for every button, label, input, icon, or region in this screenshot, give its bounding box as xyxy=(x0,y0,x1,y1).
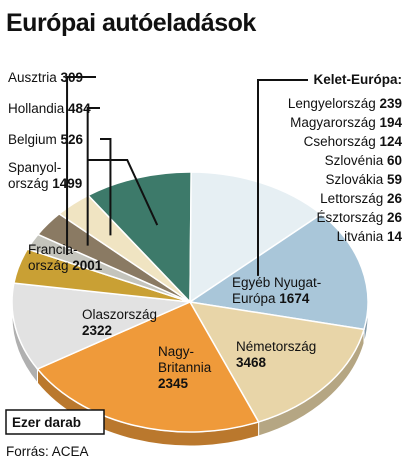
leader-kelet-europa xyxy=(257,79,308,276)
leader-spanyolorszag xyxy=(88,159,159,226)
pie-slice-spanyolorszag xyxy=(86,171,192,304)
east-europe-item-szlovenia: Szlovénia 60 xyxy=(325,153,402,168)
pie-slice-franciaorszag xyxy=(189,171,323,304)
pie-slice-olaszorszag xyxy=(187,213,369,331)
slice-label-spanyolorszag: Spanyol-ország 1499 xyxy=(8,160,82,191)
pie-slice-nemetorszag xyxy=(36,301,260,433)
leader-hollandia xyxy=(86,107,100,246)
east-europe-item-szlovakia: Szlovákia 59 xyxy=(325,172,402,187)
slice-label-belgium: Belgium 526 xyxy=(8,132,84,147)
east-europe-item-esztorszag: Észtország 26 xyxy=(316,210,402,225)
east-europe-item-lengyelorszag: Lengyelország 239 xyxy=(288,96,402,111)
leader-belgium xyxy=(100,138,112,236)
slice-label-nagy-britannia: Nagy-Britannia 2345 xyxy=(158,344,212,391)
source-label: Forrás: ACEA xyxy=(6,444,89,459)
east-europe-title: Kelet-Európa: xyxy=(313,72,402,87)
east-europe-item-lettorszag: Lettország 26 xyxy=(320,191,402,206)
unit-box xyxy=(5,409,105,435)
slice-label-ausztria: Ausztria 309 xyxy=(8,70,83,85)
east-europe-item-csehorszag: Csehország 124 xyxy=(304,134,403,149)
east-europe-item-magyarorszag: Magyarország 194 xyxy=(290,115,402,130)
unit-label: Ezer darab xyxy=(12,415,81,430)
slice-labels: Spanyol-ország 1499 Francia-ország 2001 Ol… xyxy=(8,70,321,391)
slice-label-nemetorszag: Németország 3468 xyxy=(236,339,316,370)
pie-slice-egyeb-nyugat-europa xyxy=(11,282,193,370)
leader-ausztria xyxy=(66,76,96,255)
pie-layer xyxy=(11,171,369,447)
slice-label-olaszorszag: Olaszország 2322 xyxy=(82,307,157,338)
slice-label-franciaorszag: Francia-ország 2001 xyxy=(28,242,103,273)
slice-label-hollandia: Hollandia 484 xyxy=(8,101,91,116)
east-europe-list: Kelet-Európa: Lengyelország 239 Magyarorsz… xyxy=(288,72,403,244)
east-europe-item-litvania: Litvánia 14 xyxy=(337,229,403,244)
chart-title: Európai autóeladások xyxy=(6,9,256,37)
leader-lines xyxy=(66,76,308,276)
pie-slice-nagy-britannia xyxy=(188,301,365,423)
slice-label-egyeb-nyugat-europa: Egyéb Nyugat-Európa 1674 xyxy=(232,275,321,306)
